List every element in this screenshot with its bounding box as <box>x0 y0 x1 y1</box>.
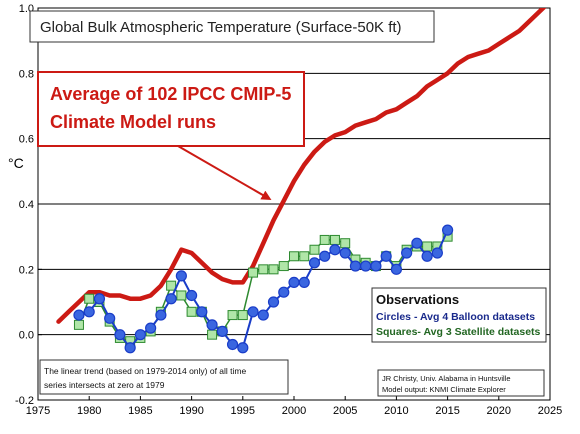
balloon-circle-point <box>380 250 392 262</box>
x-tick-label: 1990 <box>179 405 203 417</box>
balloon-circle-point <box>247 306 259 318</box>
x-tick-label: 2015 <box>435 405 459 417</box>
balloon-circle-point <box>421 250 433 262</box>
balloon-circle-point <box>431 247 443 259</box>
satellite-square-point <box>186 306 197 317</box>
satellite-square-point <box>166 280 177 291</box>
y-axis-label: °C <box>8 155 24 171</box>
x-tick-label: 2020 <box>487 405 511 417</box>
legend-item-circles: Circles - Avg 4 Balloon datasets <box>376 311 535 323</box>
balloon-circle-point <box>114 329 126 341</box>
y-axis-tick-labels: -0.20.00.20.40.60.81.0 <box>15 3 34 407</box>
model-label-arrow <box>177 145 272 201</box>
balloon-circle-point <box>165 293 177 305</box>
balloon-circle-point <box>196 306 208 318</box>
plot-border <box>37 7 551 401</box>
balloon-circle-point <box>145 322 157 334</box>
satellite-square-point <box>73 319 84 330</box>
satellite-square-point <box>248 267 259 278</box>
balloon-circle-point <box>308 257 321 269</box>
model-label-box <box>37 71 305 147</box>
satellite-square-point <box>227 310 238 321</box>
balloon-circle-point <box>442 224 454 236</box>
y-tick-label: 0.4 <box>19 199 34 211</box>
model-label-line1: Average of 102 IPCC CMIP-5 <box>50 84 291 104</box>
balloon-circle-point <box>411 237 423 249</box>
balloon-circle-point <box>257 309 269 321</box>
y-tick-label: 0.0 <box>19 330 34 342</box>
x-tick-label: 1995 <box>231 405 255 417</box>
y-tick-label: 0.6 <box>19 134 34 146</box>
balloon-circle-point <box>401 247 413 259</box>
satellite-square-point <box>84 293 95 304</box>
x-axis-tick-labels: 1975 1980 1985 1990 1995 2000 2005 2010 2015 2020… <box>26 405 562 417</box>
satellite-square-point <box>237 310 248 321</box>
legend-item-squares: Squares- Avg 3 Satellite datasets <box>376 326 541 338</box>
balloon-circle-point <box>83 306 95 318</box>
y-tick-label: 0.2 <box>19 264 34 276</box>
series-layer <box>56 8 547 354</box>
balloon-circle-point <box>104 312 116 324</box>
satellite-square-point <box>289 251 299 262</box>
y-tick-label: 0.8 <box>19 68 34 80</box>
satellite-square-point <box>319 234 330 245</box>
legend-box <box>371 287 547 343</box>
balloon-circle-point <box>175 270 187 282</box>
balloon-circle-point <box>349 260 362 272</box>
satellite-square-point <box>258 264 269 275</box>
balloon-circle-point <box>206 319 218 331</box>
credit-line1: JR Christy, Univ. Alabama in Huntsville <box>382 374 511 383</box>
chart-title: Global Bulk Atmospheric Temperature (Sur… <box>40 19 402 36</box>
balloon-circle-point <box>329 244 341 256</box>
trend-note-box <box>39 359 289 395</box>
balloon-circle-point <box>237 342 249 354</box>
balloon-circle-point <box>226 338 239 351</box>
balloon-circle-point <box>124 342 136 354</box>
satellite-square-point <box>207 329 218 340</box>
trend-note-line1: The linear trend (based on 1979-2014 onl… <box>44 366 247 376</box>
balloon-circle-point <box>134 329 146 341</box>
legend-title: Observations <box>376 292 459 307</box>
balloon-circle-point <box>370 260 382 272</box>
satellite-square-point <box>268 264 279 275</box>
credit-line2: Model output: KNMI Climate Explorer <box>382 385 506 394</box>
satellite-square-point <box>299 251 310 262</box>
balloon-circle-point <box>390 263 402 275</box>
balloon-circle-point <box>216 325 228 337</box>
balloon-circle-point <box>288 276 300 288</box>
trend-note-line2: series intersects at zero at 1979 <box>44 380 165 390</box>
balloon-circle-point <box>155 309 167 321</box>
x-tick-label: 2005 <box>333 405 357 417</box>
balloon-circle-point <box>73 309 85 321</box>
title-box <box>29 10 435 43</box>
x-tick-label: 2025 <box>538 405 562 417</box>
balloon-circle-point <box>186 289 198 302</box>
satellite-square-point <box>309 244 320 255</box>
x-tick-label: 2000 <box>282 405 306 417</box>
satellite-square-point <box>278 261 289 272</box>
x-tick-label: 2010 <box>384 405 408 417</box>
satellite-square-point <box>176 290 187 301</box>
balloon-circle-point <box>278 286 290 298</box>
credit-box <box>377 369 545 397</box>
x-tick-label: 1980 <box>77 405 101 417</box>
balloon-circle-point <box>319 250 331 262</box>
balloon-circle-point <box>93 293 106 305</box>
x-tick-label: 1975 <box>26 405 50 417</box>
balloon-circle-point <box>267 296 280 308</box>
satellite-square-point <box>422 241 433 252</box>
balloon-circle-point <box>298 276 310 288</box>
x-tick-label: 1985 <box>128 405 152 417</box>
series-line-model-average <box>56 8 547 324</box>
balloon-circle-point <box>339 247 351 259</box>
y-tick-label: -0.2 <box>15 395 34 407</box>
satellite-square-point <box>340 238 351 249</box>
balloon-circle-point <box>360 260 372 272</box>
model-label-line2: Climate Model runs <box>50 112 216 132</box>
satellite-square-point <box>329 234 340 245</box>
